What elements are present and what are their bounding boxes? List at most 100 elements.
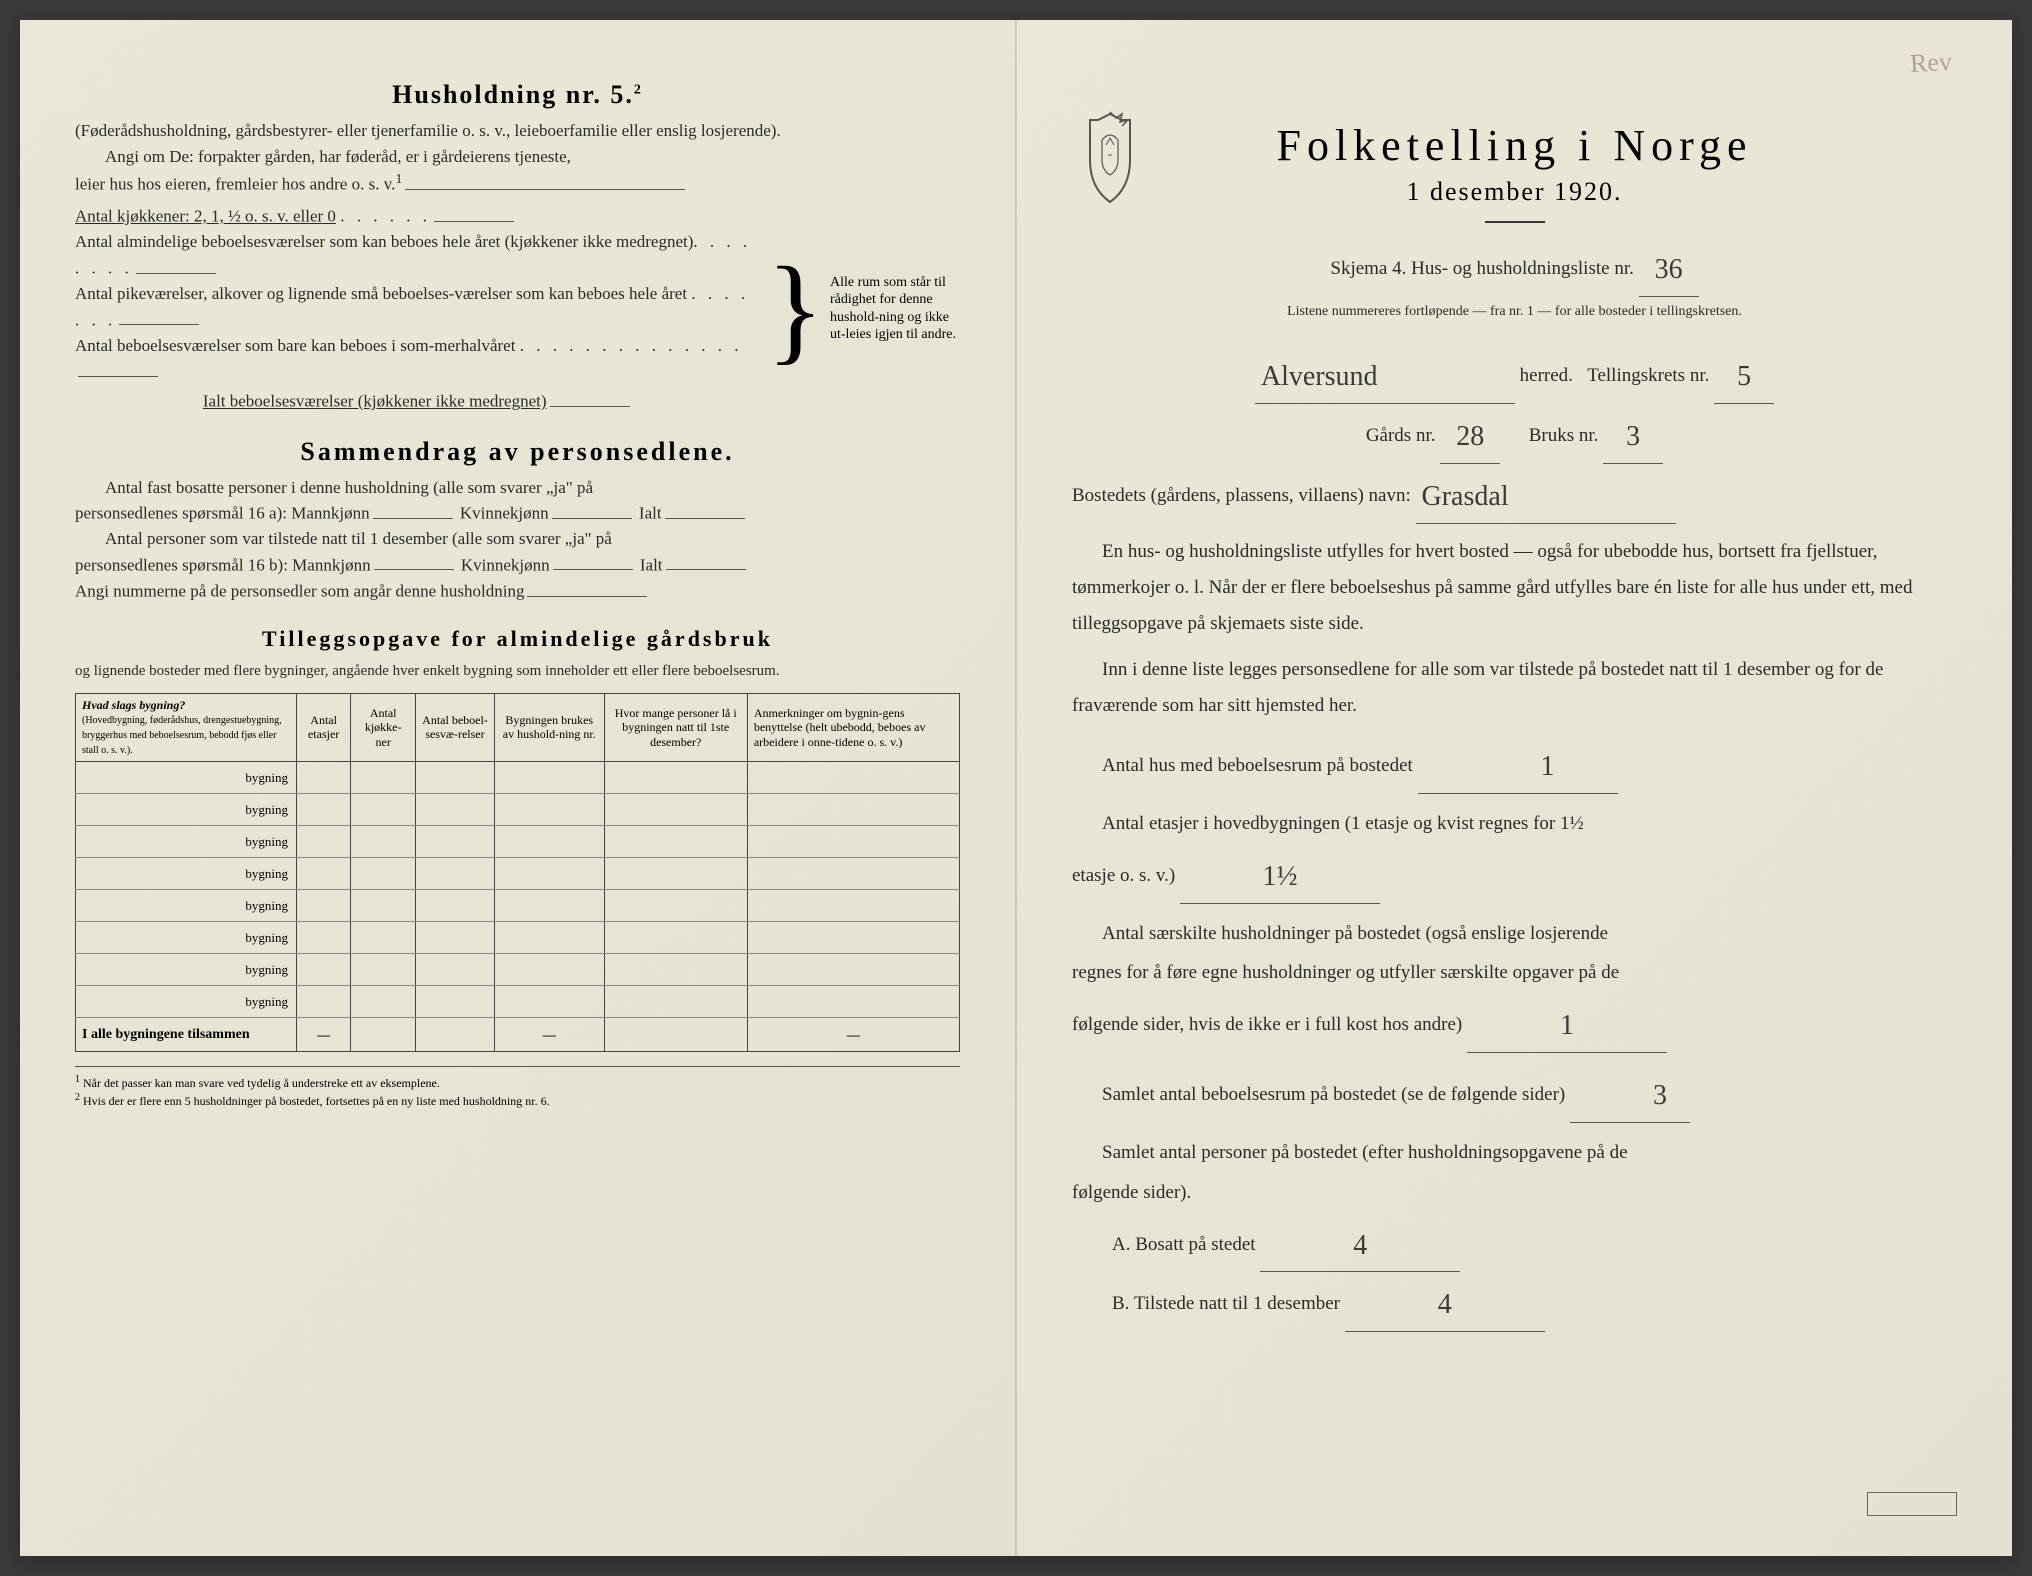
angi-line2-text: leier hus hos eieren, fremleier hos andr… (75, 175, 395, 194)
beboelse-value: 3 (1623, 1067, 1667, 1126)
col1-header: Hvad slags bygning? (Hovedbygning, føder… (76, 693, 297, 761)
rooms1-line: Antal almindelige beboelsesværelser som … (75, 229, 760, 281)
section5-intro: (Føderådshusholdning, gårdsbestyrer- ell… (75, 118, 960, 144)
col4-header: Antal beboel-sesvæ-relser (416, 693, 495, 761)
herred-label: herred. (1520, 365, 1573, 386)
col2-header: Antal etasjer (297, 693, 351, 761)
angi-fill (405, 171, 685, 190)
total-dash: — (297, 1018, 351, 1052)
kitchens-label: Antal kjøkkener: 2, 1, ½ o. s. v. eller … (75, 207, 336, 226)
tilstede-line: B. Tilstede natt til 1 desember 4 (1072, 1272, 1957, 1332)
total-label: I alle bygningene tilsammen (76, 1018, 297, 1052)
section5-title-text: Husholdning nr. 5. (392, 80, 634, 109)
summary-2a: Antal personer som var tilstede natt til… (75, 526, 960, 552)
rooms-left: Antal kjøkkener: 2, 1, ½ o. s. v. eller … (75, 203, 760, 414)
rooms2-fill (119, 307, 199, 326)
etasjer-label2: etasje o. s. v.) (1072, 865, 1175, 886)
divider-icon (1485, 221, 1545, 223)
etasjer-line1: Antal etasjer i hovedbygningen (1 etasje… (1072, 804, 1957, 844)
subtitle: 1 desember 1920. (1072, 177, 1957, 207)
antal-hus-value: 1 (1511, 738, 1555, 797)
s2-ialt: Ialt (640, 555, 663, 574)
dots1: . . . . . . (340, 207, 431, 226)
bruks-nr: 3 (1626, 408, 1640, 467)
summary-3: Angi nummerne på de personsedler som ang… (75, 578, 960, 604)
para2: Inn i denne liste legges personsedlene f… (1072, 652, 1957, 724)
tilstede-value: 4 (1438, 1276, 1452, 1335)
kitchens-line: Antal kjøkkener: 2, 1, ½ o. s. v. eller … (75, 203, 760, 229)
skjema-label: Skjema 4. Hus- og husholdningsliste nr. (1330, 258, 1633, 279)
col5-header: Bygningen brukes av hushold-ning nr. (494, 693, 604, 761)
s2-kvinne-fill (553, 552, 633, 571)
footnotes: 1 Når det passer kan man svare ved tydel… (75, 1066, 960, 1109)
skjema-nr: 36 (1655, 241, 1683, 300)
rooms-total-text: Ialt beboelsesværelser (kjøkkener ikke m… (203, 392, 547, 411)
s1-mann-fill (373, 500, 453, 519)
antal-hus-label: Antal hus med beboelsesrum på bostedet (1102, 755, 1413, 776)
curly-brace-icon: } (760, 252, 830, 366)
col7-header: Anmerkninger om bygnin-gens benyttelse (… (747, 693, 959, 761)
table-row: bygning (76, 922, 960, 954)
rooms-total-line: Ialt beboelsesværelser (kjøkkener ikke m… (75, 388, 760, 414)
s2-kvinne: Kvinnekjønn (461, 555, 550, 574)
section5-heading: Husholdning nr. 5.2 (75, 80, 960, 110)
beboelse-label: Samlet antal beboelsesrum på bostedet (s… (1102, 1084, 1565, 1105)
total-dash: — (747, 1018, 959, 1052)
antal-hus-line: Antal hus med beboelsesrum på bostedet 1 (1072, 734, 1957, 794)
rooms3-line: Antal beboelsesværelser som bare kan beb… (75, 333, 760, 385)
hushold-line3: følgende sider, hvis de ikke er i full k… (1072, 993, 1957, 1053)
tillegg-title: Tilleggsopgave for almindelige gårdsbruk (75, 626, 960, 652)
rooms3-text: Antal beboelsesværelser som bare kan beb… (75, 336, 515, 355)
etasjer-line2: etasje o. s. v.) 1½ (1072, 844, 1957, 904)
summary-1b-text: personsedlenes spørsmål 16 a): Mannkjønn (75, 504, 370, 523)
personer-line2: følgende sider). (1072, 1173, 1957, 1213)
census-form-spread: Husholdning nr. 5.2 (Føderådshusholdning… (20, 20, 2012, 1556)
skjema-line: Skjema 4. Hus- og husholdningsliste nr. … (1072, 237, 1957, 297)
bygning-cell: bygning (76, 890, 297, 922)
pencil-annotation: Rev (1909, 47, 1952, 79)
hushold-label3: følgende sider, hvis de ikke er i full k… (1072, 1014, 1462, 1035)
summary-2b-text: personsedlenes spørsmål 16 b): Mannkjønn (75, 555, 371, 574)
rooms3-fill (78, 358, 158, 377)
s1-ialt-fill (665, 500, 745, 519)
hushold-value: 1 (1560, 997, 1574, 1056)
right-page: Rev Folketelling i Norge 1 desember 1920… (1016, 20, 2012, 1556)
col1-title: Hvad slags bygning? (82, 698, 185, 712)
bygning-cell: bygning (76, 986, 297, 1018)
hushold-line2: regnes for å føre egne husholdninger og … (1072, 953, 1957, 993)
bosatt-value: 4 (1353, 1217, 1367, 1276)
table-row: bygning (76, 794, 960, 826)
section5-sup: 2 (634, 82, 643, 97)
summary-2b: personsedlenes spørsmål 16 b): Mannkjønn… (75, 552, 960, 578)
left-page: Husholdning nr. 5.2 (Føderådshusholdning… (20, 20, 1016, 1556)
herred-value: Alversund (1261, 348, 1378, 407)
bruks-label: Bruks nr. (1529, 425, 1599, 446)
table-row: bygning (76, 826, 960, 858)
table-row: bygning (76, 954, 960, 986)
s2-ialt-fill (666, 552, 746, 571)
summary-3-text: Angi nummerne på de personsedler som ang… (75, 582, 524, 601)
total-dash: — (494, 1018, 604, 1052)
col6-header: Hvor mange personer lå i bygningen natt … (604, 693, 747, 761)
coat-of-arms-icon (1072, 110, 1148, 206)
bygning-cell: bygning (76, 954, 297, 986)
kitchens-fill (434, 203, 514, 222)
s1-kvinne: Kvinnekjønn (460, 504, 549, 523)
main-title: Folketelling i Norge (1072, 120, 1957, 171)
table-row: bygning (76, 986, 960, 1018)
rooms2-line: Antal pikeværelser, alkover og lignende … (75, 281, 760, 333)
dots4: . . . . . . . . . . . . . . (520, 336, 743, 355)
rooms-total-fill (550, 388, 630, 407)
summary-1a: Antal fast bosatte personer i denne hush… (75, 475, 960, 501)
hushold-line1: Antal særskilte husholdninger på bostede… (1072, 914, 1957, 954)
bygning-cell: bygning (76, 858, 297, 890)
s3-fill (527, 578, 647, 597)
tellingskrets-nr: 5 (1737, 348, 1751, 407)
personer-line1: Samlet antal personer på bostedet (efter… (1072, 1133, 1957, 1173)
rooms1-text: Antal almindelige beboelsesværelser som … (75, 232, 693, 251)
col3-header: Antal kjøkke-ner (351, 693, 416, 761)
tilstede-label: B. Tilstede natt til 1 desember (1112, 1293, 1340, 1314)
header-block: Folketelling i Norge 1 desember 1920. (1072, 120, 1957, 223)
s2-mann-fill (374, 552, 454, 571)
table-header-row: Hvad slags bygning? (Hovedbygning, føder… (76, 693, 960, 761)
